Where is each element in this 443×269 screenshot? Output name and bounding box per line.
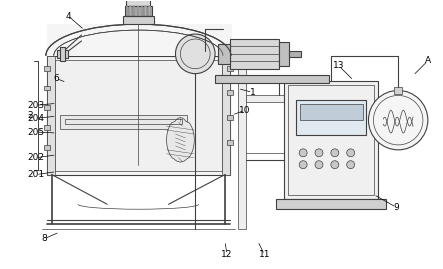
Bar (44, 66, 50, 71)
Bar (44, 105, 50, 110)
Bar (227, 90, 233, 95)
Bar (137, 6, 139, 16)
Bar (133, 6, 136, 16)
Circle shape (369, 90, 428, 150)
Bar (44, 145, 50, 150)
Bar (60, 115, 187, 129)
Text: 10: 10 (239, 106, 250, 115)
Bar (127, 0, 150, 6)
Text: 4: 4 (66, 12, 71, 21)
Bar (284, 80, 378, 199)
Bar (47, 56, 55, 175)
Bar (65, 119, 183, 124)
Bar (55, 60, 222, 171)
Circle shape (315, 161, 323, 169)
Bar (44, 86, 50, 90)
Bar (129, 6, 132, 16)
Bar (300, 104, 362, 120)
Circle shape (299, 161, 307, 169)
Bar (238, 51, 246, 229)
Bar (218, 44, 230, 64)
Text: 202: 202 (27, 153, 44, 162)
Bar (288, 84, 374, 195)
Circle shape (347, 149, 354, 157)
Bar (144, 6, 147, 16)
Polygon shape (167, 118, 194, 162)
Text: 11: 11 (259, 250, 270, 259)
Circle shape (331, 161, 339, 169)
Text: 12: 12 (221, 250, 233, 259)
Circle shape (331, 149, 339, 157)
Text: 2: 2 (27, 111, 33, 120)
Bar (148, 6, 151, 16)
Circle shape (175, 34, 215, 74)
Circle shape (347, 161, 354, 169)
Bar (227, 140, 233, 145)
Bar (289, 51, 301, 57)
Bar (280, 42, 289, 66)
Text: A: A (425, 56, 431, 65)
Circle shape (299, 149, 307, 157)
Bar (246, 95, 284, 102)
Bar (215, 75, 329, 83)
Bar (394, 87, 402, 94)
Circle shape (315, 149, 323, 157)
Bar (276, 199, 386, 209)
Text: 203: 203 (27, 101, 44, 110)
Bar (44, 125, 50, 130)
Bar (230, 39, 280, 69)
Bar (47, 24, 232, 56)
Bar (57, 50, 69, 58)
Bar (59, 47, 66, 61)
Text: 204: 204 (27, 114, 44, 123)
Text: 6: 6 (54, 74, 60, 83)
Bar (222, 56, 230, 175)
Bar (296, 100, 366, 135)
Text: 13: 13 (333, 61, 345, 70)
Bar (123, 16, 154, 24)
Bar (47, 56, 230, 175)
Bar (227, 115, 233, 120)
Text: 201: 201 (27, 170, 44, 179)
Bar (140, 6, 143, 16)
Bar (125, 6, 128, 16)
Bar (124, 6, 152, 16)
Text: 205: 205 (27, 128, 44, 137)
Text: 1: 1 (250, 88, 256, 97)
Bar (227, 66, 233, 71)
Text: 8: 8 (41, 234, 47, 243)
Text: 9: 9 (393, 203, 399, 212)
